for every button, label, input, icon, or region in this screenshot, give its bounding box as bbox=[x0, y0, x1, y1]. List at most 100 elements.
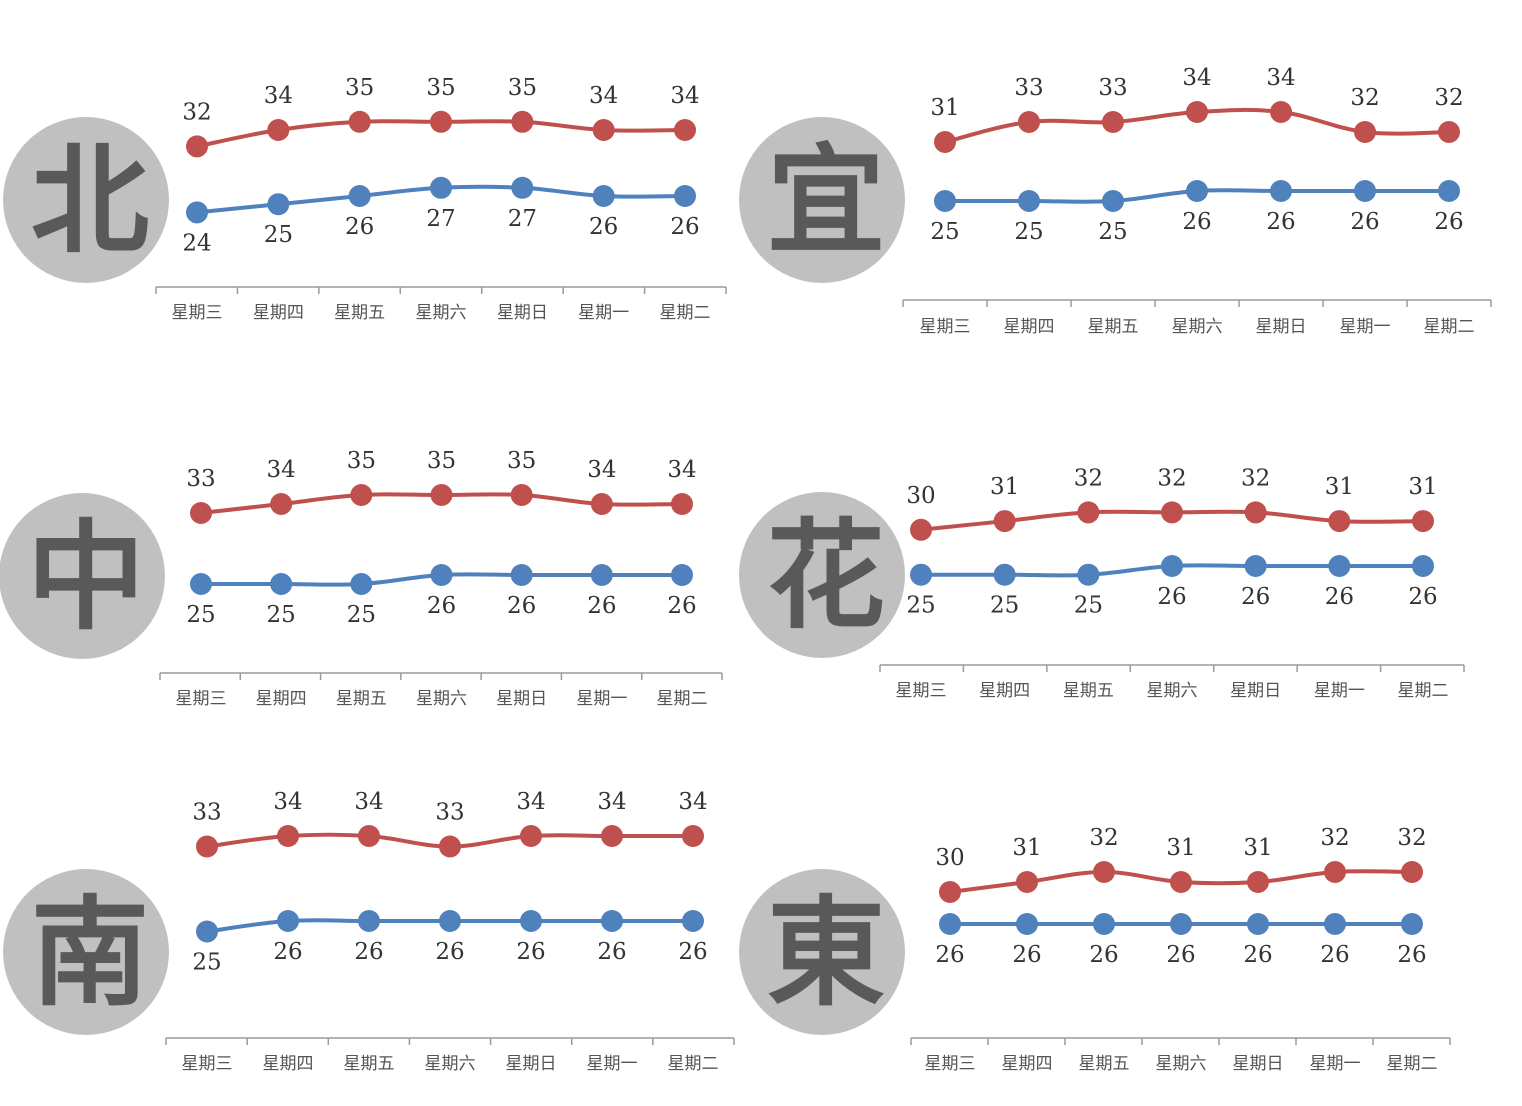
data-label-low: 25 bbox=[930, 219, 959, 245]
data-point-low bbox=[1438, 180, 1460, 202]
data-label-high: 32 bbox=[1320, 825, 1349, 851]
data-label-low: 26 bbox=[516, 939, 545, 965]
x-tick-label: 星期六 bbox=[425, 1054, 476, 1074]
x-tick-label: 星期四 bbox=[979, 681, 1030, 701]
x-tick-label: 星期四 bbox=[1002, 1054, 1053, 1074]
region-badge bbox=[0, 493, 165, 659]
data-point-high bbox=[510, 484, 533, 506]
data-label-high: 30 bbox=[935, 845, 964, 871]
data-point-high bbox=[1328, 510, 1351, 533]
data-point-low bbox=[674, 185, 696, 207]
data-point-low bbox=[1018, 190, 1040, 212]
data-label-low: 25 bbox=[1098, 219, 1127, 245]
data-point-high bbox=[430, 484, 453, 506]
x-tick-label: 星期三 bbox=[182, 1054, 233, 1074]
data-label-low: 25 bbox=[906, 593, 935, 619]
data-point-high bbox=[590, 493, 613, 515]
data-label-high: 35 bbox=[508, 75, 537, 101]
data-point-high bbox=[1018, 111, 1040, 133]
data-point-low bbox=[934, 190, 956, 212]
x-tick-label: 星期二 bbox=[1424, 317, 1475, 337]
data-label-low: 26 bbox=[1397, 942, 1426, 968]
x-tick-label: 星期二 bbox=[660, 303, 711, 323]
data-point-low bbox=[1093, 913, 1115, 935]
data-label-low: 26 bbox=[1089, 942, 1118, 968]
data-label-low: 25 bbox=[192, 950, 221, 976]
data-point-low bbox=[510, 564, 533, 586]
data-point-low bbox=[190, 573, 212, 595]
data-label-low: 26 bbox=[273, 939, 302, 965]
x-tick-label: 星期日 bbox=[1256, 317, 1307, 337]
data-label-low: 25 bbox=[186, 602, 215, 628]
data-point-low bbox=[1354, 180, 1376, 202]
data-label-low: 26 bbox=[1241, 584, 1270, 610]
data-label-low: 26 bbox=[1166, 942, 1195, 968]
x-tick-label: 星期四 bbox=[256, 689, 307, 709]
data-point-high bbox=[601, 825, 623, 847]
x-tick-label: 星期三 bbox=[925, 1054, 976, 1074]
data-point-low bbox=[186, 201, 208, 224]
data-point-high bbox=[439, 835, 461, 858]
data-label-high: 32 bbox=[1074, 465, 1103, 491]
data-label-high: 31 bbox=[930, 95, 959, 121]
data-point-low bbox=[1102, 190, 1124, 212]
data-label-high: 31 bbox=[1166, 835, 1195, 861]
data-label-high: 34 bbox=[1266, 65, 1295, 91]
x-tick-label: 星期一 bbox=[587, 1054, 638, 1074]
x-tick-label: 星期三 bbox=[176, 689, 227, 709]
data-label-high: 34 bbox=[597, 789, 626, 815]
data-point-high bbox=[671, 493, 693, 515]
data-label-high: 35 bbox=[427, 448, 456, 474]
region-badge bbox=[739, 117, 905, 283]
x-tick-label: 星期四 bbox=[1004, 317, 1055, 337]
data-label-low: 26 bbox=[1182, 209, 1211, 235]
data-label-high: 35 bbox=[345, 75, 374, 101]
data-label-high: 34 bbox=[670, 83, 699, 109]
x-tick-label: 星期四 bbox=[253, 303, 304, 323]
x-tick-label: 星期日 bbox=[496, 689, 547, 709]
data-label-low: 26 bbox=[427, 593, 456, 619]
region-badge bbox=[3, 117, 169, 283]
data-label-low: 26 bbox=[435, 939, 464, 965]
data-point-low bbox=[993, 563, 1016, 586]
data-label-low: 26 bbox=[678, 939, 707, 965]
data-point-low bbox=[267, 193, 290, 216]
data-label-low: 26 bbox=[597, 939, 626, 965]
data-point-high bbox=[350, 484, 373, 506]
data-label-high: 35 bbox=[507, 448, 536, 474]
x-tick-label: 星期五 bbox=[344, 1054, 395, 1074]
x-tick-label: 星期二 bbox=[668, 1054, 719, 1074]
data-point-high bbox=[934, 131, 956, 153]
data-label-high: 32 bbox=[1089, 825, 1118, 851]
data-label-low: 26 bbox=[1012, 942, 1041, 968]
data-point-high bbox=[592, 119, 615, 141]
region-label: 中 bbox=[27, 508, 145, 646]
data-point-high bbox=[1412, 510, 1434, 533]
data-label-high: 32 bbox=[1241, 465, 1270, 491]
data-point-high bbox=[1438, 121, 1460, 143]
data-point-low bbox=[1270, 180, 1292, 202]
data-label-low: 26 bbox=[670, 214, 699, 240]
data-point-high bbox=[674, 119, 696, 141]
data-point-high bbox=[196, 835, 218, 858]
x-tick-label: 星期日 bbox=[1230, 681, 1281, 701]
x-tick-label: 星期二 bbox=[1398, 681, 1449, 701]
data-label-high: 34 bbox=[264, 83, 293, 109]
data-point-low bbox=[1170, 913, 1192, 935]
data-label-low: 26 bbox=[354, 939, 383, 965]
x-tick-label: 星期五 bbox=[1063, 681, 1114, 701]
data-label-low: 26 bbox=[1434, 209, 1463, 235]
data-point-high bbox=[1186, 101, 1208, 123]
data-point-high bbox=[1324, 861, 1346, 883]
data-point-high bbox=[1244, 501, 1267, 524]
data-label-low: 24 bbox=[182, 230, 211, 256]
data-point-low bbox=[1412, 555, 1434, 577]
x-tick-label: 星期六 bbox=[1156, 1054, 1207, 1074]
data-point-high bbox=[910, 518, 932, 541]
data-label-low: 26 bbox=[1266, 209, 1295, 235]
x-tick-label: 星期一 bbox=[578, 303, 629, 323]
data-label-low: 26 bbox=[1243, 942, 1272, 968]
data-label-high: 32 bbox=[182, 99, 211, 125]
